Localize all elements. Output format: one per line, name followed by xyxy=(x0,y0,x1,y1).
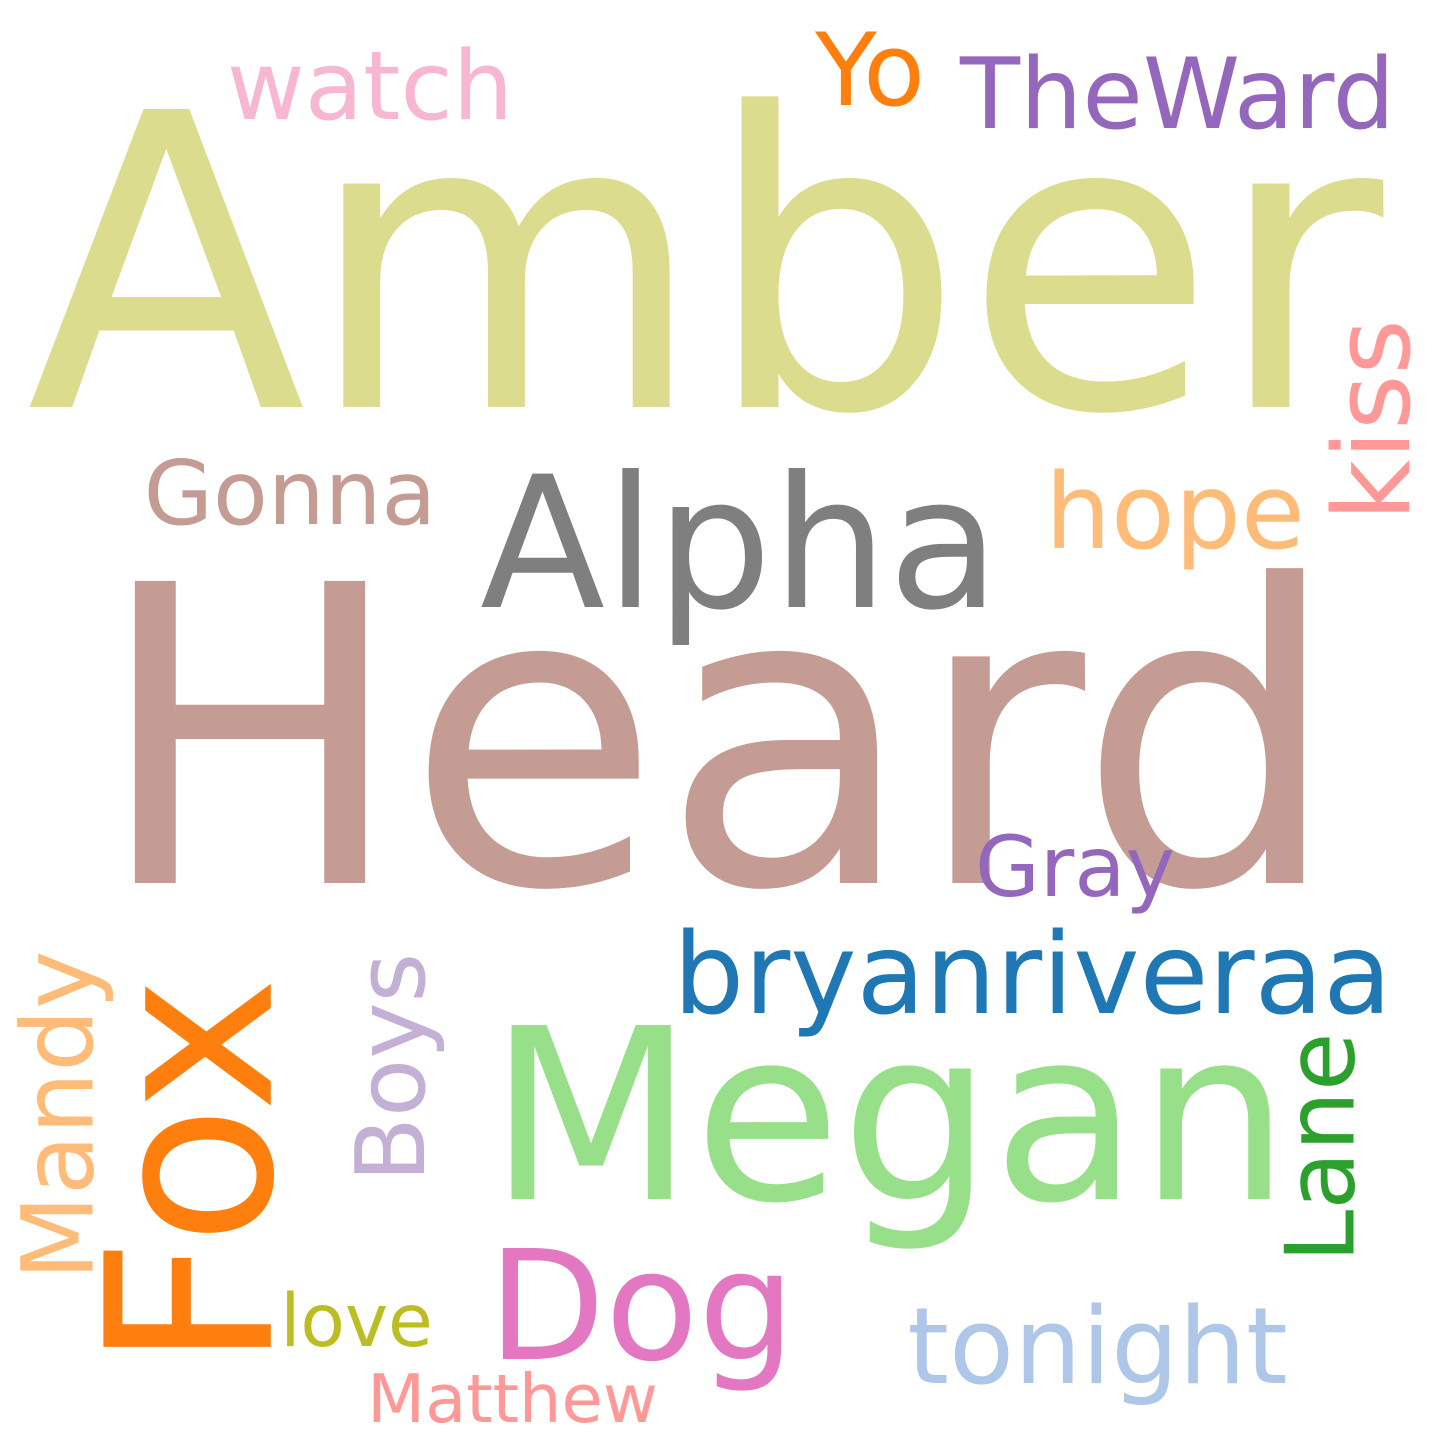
word-megan: Megan xyxy=(488,978,1290,1257)
word-dog: Dog xyxy=(488,1218,795,1396)
word-bryanriveraa: bryanriveraa xyxy=(673,910,1392,1040)
word-heard: Heard xyxy=(94,497,1341,981)
word-gray: Gray xyxy=(975,817,1176,916)
word-mandy: Mandy xyxy=(1,950,117,1280)
word-alpha: Alpha xyxy=(480,437,1001,651)
word-kiss: kiss xyxy=(1310,318,1435,522)
word-love: love xyxy=(280,1279,433,1365)
word-watch: watch xyxy=(226,31,514,142)
word-theward: TheWard xyxy=(960,37,1396,152)
word-boys: Boys xyxy=(336,952,447,1183)
word-gonna: Gonna xyxy=(143,442,437,547)
word-matthew: Matthew xyxy=(367,1360,658,1439)
word-lane: Lane xyxy=(1266,1032,1377,1263)
word-tonight: tonight xyxy=(907,1285,1288,1410)
word-yo: Yo xyxy=(815,10,925,129)
word-hope: hope xyxy=(1045,451,1306,574)
word-amber: Amber xyxy=(26,29,1384,505)
